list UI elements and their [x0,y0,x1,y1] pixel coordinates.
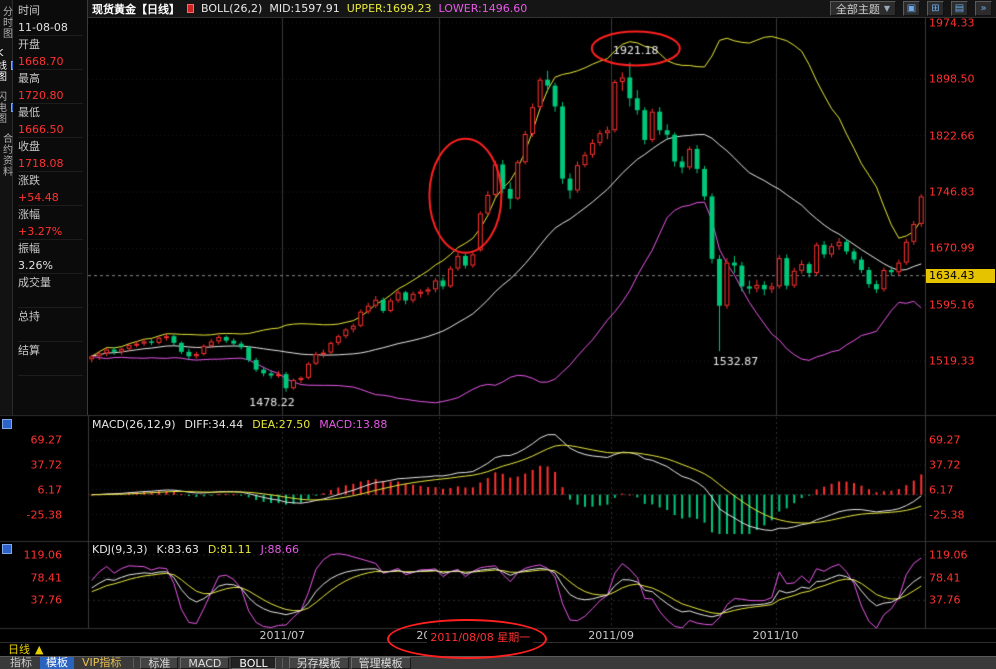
bottom-toolbar: 指标 模板 VIP指标 标准 MACD BOLL 另存模板 管理模板 [0,656,996,669]
candle-indicator-icon [187,4,194,13]
toolbar-button-standard[interactable]: 标准 [140,657,179,669]
tab-lightning-label: 闪电图 [0,91,6,124]
toolbar-tab-indicators[interactable]: 指标 [10,656,32,669]
layout-single-icon[interactable]: ▣ [903,1,920,16]
kdj-j-value: J:88.66 [260,543,300,556]
quote-value-high: 1720.80 [18,87,83,104]
x-axis-month-label: 2011/07 [259,629,306,642]
macd-name: MACD(26,12,9) [92,418,176,431]
x-axis-month-label: 2011/10 [752,629,799,642]
boll-upper-value: UPPER:1699.23 [346,2,432,15]
quote-label-settlement: 结算 [18,344,40,357]
toolbar-tab-templates[interactable]: 模板 [40,657,74,669]
macd-scale-label: 6.17 [37,483,63,497]
macd-scale-label: -25.38 [929,508,965,522]
quote-label-low: 最低 [18,106,40,119]
period-up-arrow[interactable]: ▲ [35,643,44,656]
x-axis-month-label: 2011/09 [588,629,634,642]
top-bar: 现货黄金【日线】 BOLL(26,2) MID:1597.91 UPPER:16… [88,0,996,18]
macd-diff-value: DIFF:34.44 [184,418,244,431]
quote-value-volume [18,291,83,308]
boll-lower-value: LOWER:1496.60 [438,2,528,15]
quote-label-open-interest: 总持 [18,310,40,323]
quote-value-amplitude: 3.26% [18,257,83,274]
macd-macd-value: MACD:13.88 [319,418,388,431]
tab-time-chart[interactable]: 分时图 [0,6,12,39]
quote-value-change-pct: +3.27% [18,223,83,240]
macd-scale-label: 69.27 [929,433,961,447]
toolbar-button-manage-template[interactable]: 管理模板 [350,657,411,669]
kdj-k-value: K:83.63 [156,543,199,556]
tab-kline-label: K线图 [0,48,6,82]
toolbar-separator [133,658,135,668]
kdj-scale-label: 37.76 [30,593,63,607]
quote-label-open: 开盘 [18,38,40,51]
fast-forward-icon[interactable]: » [975,1,992,16]
kdj-scale-label: 37.76 [929,593,961,607]
toolbar-tab-vip-indicators[interactable]: VIP指标 [82,656,122,669]
price-axis-label: 1898.50 [929,72,975,86]
crosshair-date-label: 2011/08/08 星期一 [427,629,534,645]
macd-scale-label: -25.38 [26,508,62,522]
macd-dea-value: DEA:27.50 [252,418,311,431]
boll-mid-value: MID:1597.91 [269,2,340,15]
kdj-scale-label: 78.41 [30,571,63,585]
quote-value-time: 11-08-08 [18,19,83,36]
toolbar-button-save-template[interactable]: 另存模板 [288,657,349,669]
period-label[interactable]: 日线 [8,643,30,656]
macd-scale-label: 37.72 [929,458,961,472]
chevron-down-icon: ▼ [883,4,890,13]
macd-scale-label: 6.17 [929,483,954,497]
kdj-d-value: D:81.11 [207,543,252,556]
macd-scale-label: 69.27 [30,433,63,447]
macd-scale-label: 37.72 [30,458,63,472]
theme-dropdown[interactable]: 全部主题 ▼ [829,1,896,16]
kdj-scale-label: 119.06 [23,548,63,562]
quote-value-low: 1666.50 [18,121,83,138]
crosshair-price-tag: 1634.43 [926,268,995,283]
quote-value-open: 1668.70 [18,53,83,70]
price-axis-label: 1670.99 [929,241,975,255]
layout-rows-icon[interactable]: ▤ [951,1,968,16]
kdj-name: KDJ(9,3,3) [92,543,148,556]
symbol-title: 现货黄金【日线】 [92,2,180,16]
quote-label-change-pct: 涨幅 [18,208,40,221]
boll-indicator-label: BOLL(26,2) [201,2,263,15]
quote-label-high: 最高 [18,72,40,85]
toolbar-separator [281,658,283,668]
price-axis-label: 1974.33 [929,16,975,30]
toolbar-button-boll[interactable]: BOLL [231,657,276,669]
macd-header: MACD(26,12,9) DIFF:34.44 DEA:27.50 MACD:… [92,418,387,431]
price-axis-label: 1519.33 [929,354,975,368]
kdj-scale-label: 78.41 [929,571,961,585]
theme-dropdown-label: 全部主题 [835,2,880,16]
price-axis-label: 1746.83 [929,185,975,199]
quote-label-time: 时间 [18,4,40,17]
quote-value-settlement [18,359,83,376]
macd-panel-icon[interactable] [2,419,12,429]
tab-contract-info[interactable]: 合约资料 [0,133,12,177]
quote-label-change: 涨跌 [18,174,40,187]
quote-label-close: 收盘 [18,140,40,153]
quote-value-change: +54.48 [18,189,83,206]
quote-label-amplitude: 振幅 [18,242,40,255]
kdj-scale-label: 119.06 [929,548,968,562]
quote-label-volume: 成交量 [18,276,51,289]
layout-grid-icon[interactable]: ⊞ [927,1,944,16]
quote-panel: 时间 11-08-08 开盘 1668.70 最高 1720.80 最低 166… [13,0,88,415]
price-axis-label: 1822.66 [929,129,975,143]
kdj-panel-icon[interactable] [2,544,12,554]
toolbar-button-macd[interactable]: MACD [180,657,230,669]
chart-type-tabs: 分时图 K线图 闪电图 合约资料 [0,0,20,415]
quote-value-close: 1718.08 [18,155,83,172]
kdj-header: KDJ(9,3,3) K:83.63 D:81.11 J:88.66 [92,543,299,556]
price-axis-label: 1595.16 [929,298,975,312]
quote-value-open-interest [18,325,83,342]
